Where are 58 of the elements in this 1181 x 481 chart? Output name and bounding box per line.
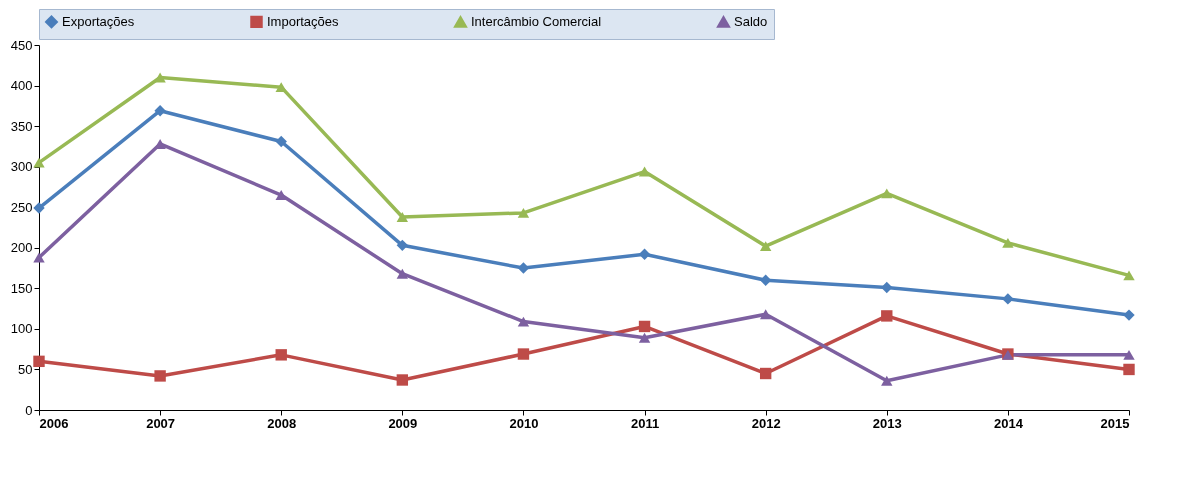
point: [154, 72, 166, 83]
legend-label: Saldo: [734, 14, 768, 30]
point: [33, 355, 45, 368]
x-tick-label: 2010: [509, 415, 539, 431]
y-tick-label: 350: [10, 118, 33, 134]
y-tick-label: 150: [10, 280, 33, 296]
y-tick-label: 0: [25, 402, 33, 418]
legend-label: Importações: [267, 13, 340, 29]
point: [881, 375, 893, 386]
legend-label: Exportações: [62, 13, 135, 29]
y-tick-label: 400: [10, 78, 33, 94]
x-tick-label: 2008: [267, 415, 297, 431]
point: [33, 202, 45, 214]
point: [275, 349, 287, 361]
point: [1123, 309, 1135, 321]
legend-label: Intercâmbio Comercial: [471, 14, 602, 30]
point: [1002, 237, 1014, 248]
y-tick-label: 250: [10, 199, 33, 215]
point: [881, 188, 893, 199]
point: [517, 207, 530, 218]
y-tick-label: 100: [10, 321, 33, 337]
x-tick-label: 2013: [872, 415, 902, 431]
y-tick-label: 50: [18, 361, 33, 377]
point: [396, 268, 409, 279]
point: [1002, 293, 1014, 305]
x-tick-label: 2012: [751, 415, 781, 431]
x-tick-label: 2009: [388, 415, 418, 431]
point: [517, 316, 530, 327]
point: [1123, 363, 1135, 376]
x-tick-label: 2011: [630, 415, 660, 431]
point: [638, 332, 651, 343]
point: [759, 309, 772, 320]
point: [154, 105, 166, 117]
x-tick-label: 2015: [1100, 415, 1130, 431]
point: [759, 241, 772, 252]
point: [1123, 270, 1135, 281]
point: [638, 166, 651, 177]
point: [33, 252, 45, 263]
point: [396, 374, 409, 386]
point: [638, 320, 651, 333]
point: [1123, 349, 1135, 360]
point: [396, 212, 409, 222]
point: [275, 135, 287, 148]
point: [759, 367, 772, 380]
point: [881, 310, 893, 322]
point: [517, 348, 530, 360]
x-tick-label: 2014: [993, 415, 1024, 431]
point: [881, 281, 893, 294]
point: [396, 239, 409, 252]
x-tick-label: 2006: [39, 415, 69, 431]
y-tick-label: 300: [10, 159, 33, 175]
point: [33, 157, 45, 168]
point: [275, 190, 287, 200]
y-tick-label: 200: [10, 240, 33, 256]
point: [275, 82, 287, 93]
x-tick-label: 2007: [146, 415, 176, 431]
point: [154, 370, 166, 382]
y-tick-label: 450: [10, 37, 33, 53]
